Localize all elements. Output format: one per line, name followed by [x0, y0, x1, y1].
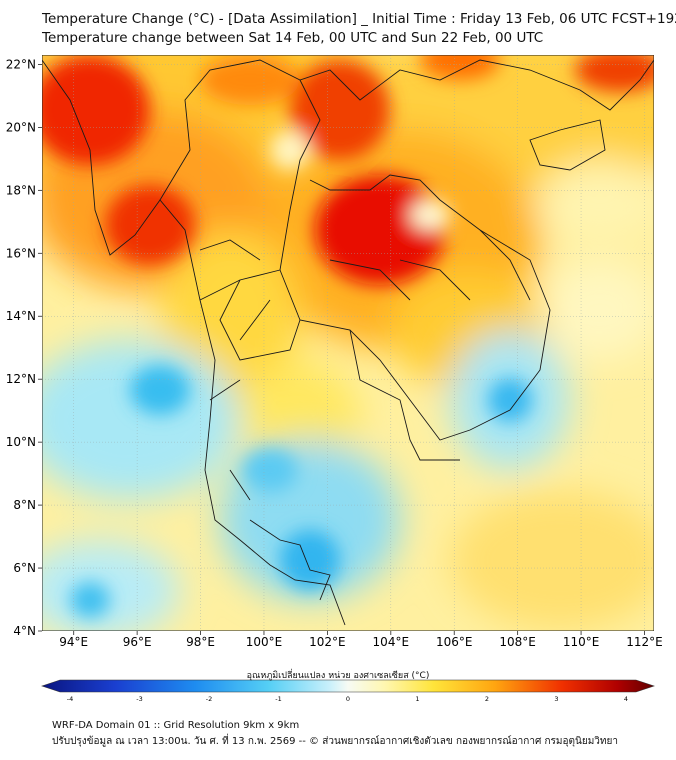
country-borders	[42, 59, 654, 626]
colorbar-tick-label: -3	[136, 695, 142, 703]
lat-tick-label: 12°N	[6, 372, 36, 386]
lat-tick-label: 18°N	[6, 183, 36, 197]
map-gridlines	[42, 55, 654, 631]
lat-tick-label: 4°N	[13, 624, 36, 638]
footer-credit: ปรับปรุงข้อมูล ณ เวลา 13:00น. วัน ศ. ที่…	[52, 736, 618, 747]
lat-tick-label: 14°N	[6, 309, 36, 323]
lat-tick-label: 8°N	[13, 498, 36, 512]
colorbar-tick-label: -2	[206, 695, 212, 703]
colorbar-tick-label: 2	[485, 695, 489, 703]
lon-tick-label: 110°E	[563, 635, 600, 649]
lat-tick-label: 16°N	[6, 246, 36, 260]
colorbar-tick-label: 1	[415, 695, 419, 703]
chart-subtitle: Temperature change between Sat 14 Feb, 0…	[42, 30, 544, 46]
lon-tick-label: 112°E	[626, 635, 663, 649]
lon-tick-label: 100°E	[246, 635, 283, 649]
footer-model-info: WRF-DA Domain 01 :: Grid Resolution 9km …	[52, 720, 300, 731]
lat-tick-label: 6°N	[13, 561, 36, 575]
longitude-tick-labels: 94°E 96°E 98°E 100°E 102°E 104°E 106°E 108°E 110…	[59, 631, 663, 649]
colorbar-gradient	[41, 679, 655, 693]
latitude-tick-labels: 22°N 20°N 18°N 16°N 14°N 12°N 10°N 8°N 6°N 4°N	[6, 57, 42, 638]
lon-tick-label: 98°E	[186, 635, 215, 649]
colorbar-tick-label: -4	[67, 695, 73, 703]
colorbar-title: อุณหภูมิเปลี่ยนแปลง หน่วย องศาเซลเซียส (…	[246, 671, 430, 681]
colorbar-tick-label: 3	[554, 695, 558, 703]
colorbar-ticks: -4 -3 -2 -1 0 1 2 3 4	[67, 695, 628, 703]
lon-tick-label: 106°E	[436, 635, 473, 649]
lon-tick-label: 104°E	[373, 635, 410, 649]
colorbar: -4 -3 -2 -1 0 1 2 3 4	[41, 679, 655, 703]
lon-tick-label: 96°E	[123, 635, 152, 649]
colorbar-tick-label: 4	[624, 695, 628, 703]
chart-title: Temperature Change (°C) - [Data Assimila…	[42, 11, 676, 27]
colorbar-tick-label: 0	[346, 695, 350, 703]
temperature-field	[42, 55, 654, 631]
lon-tick-label: 108°E	[499, 635, 536, 649]
lat-tick-label: 20°N	[6, 120, 36, 134]
lat-tick-label: 10°N	[6, 435, 36, 449]
lon-tick-label: 102°E	[309, 635, 346, 649]
lat-tick-label: 22°N	[6, 57, 36, 71]
colorbar-tick-label: -1	[275, 695, 281, 703]
lon-tick-label: 94°E	[59, 635, 88, 649]
